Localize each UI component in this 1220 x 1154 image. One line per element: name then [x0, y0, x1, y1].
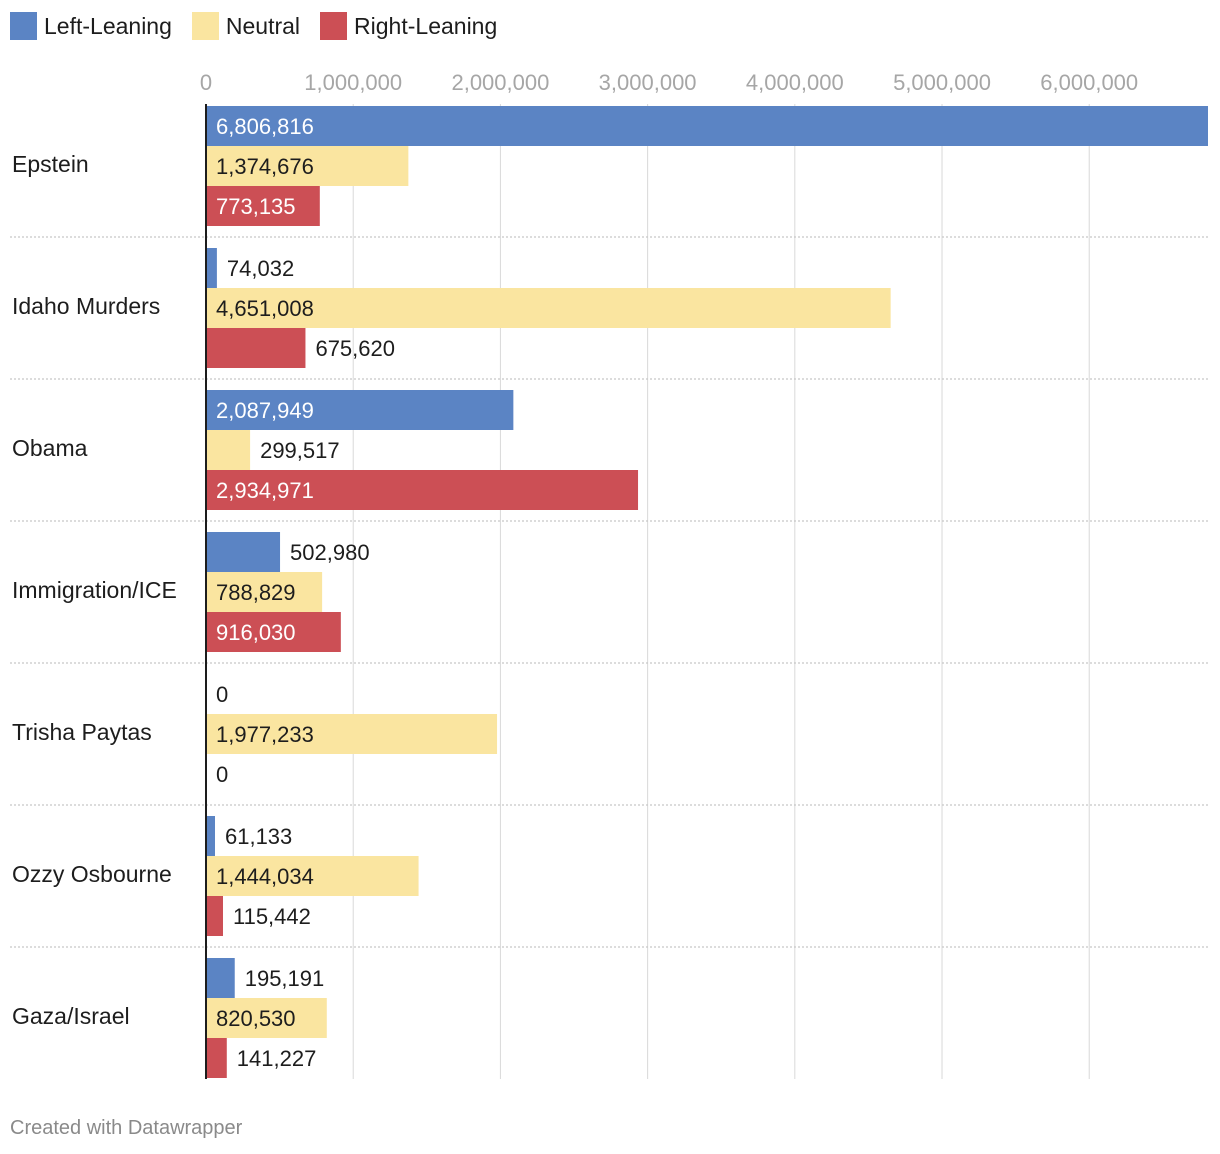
x-tick-label: 2,000,000: [451, 70, 549, 95]
legend-swatch-right-leaning: [320, 12, 348, 40]
bar: [206, 390, 514, 430]
category-label: Ozzy Osbourne: [12, 861, 172, 887]
data-label: 115,442: [233, 904, 311, 929]
data-label: 61,133: [225, 824, 292, 849]
data-label: 0: [216, 682, 228, 707]
bar: [206, 998, 327, 1038]
bar: [206, 612, 341, 652]
data-label: 141,227: [237, 1046, 317, 1071]
bar: [206, 288, 891, 328]
data-label: 502,980: [290, 540, 370, 565]
x-tick-label: 4,000,000: [746, 70, 844, 95]
legend-swatch-neutral: [191, 12, 219, 40]
category-label: Immigration/ICE: [12, 577, 177, 603]
bar-chart: 0 1,000,000 2,000,000 3,000,000 4,000,000 5,0…: [10, 70, 1208, 1079]
data-label: 788,829: [216, 580, 296, 605]
x-tick-label: 0: [200, 70, 212, 95]
data-label: 74,032: [227, 256, 294, 281]
bar: [206, 146, 409, 186]
legend-swatch-left-leaning: [10, 12, 37, 40]
bar: [206, 958, 235, 998]
bar: [206, 430, 251, 470]
legend-item-neutral: Neutral: [191, 12, 301, 40]
x-tick-label: 1,000,000: [304, 70, 402, 95]
bar: [206, 856, 419, 896]
data-label: 916,030: [216, 620, 296, 645]
data-label: 0: [216, 762, 228, 787]
footer-credit: Created with Datawrapper: [10, 1117, 243, 1139]
category-label: Idaho Murders: [12, 293, 160, 319]
data-label: 4,651,008: [216, 296, 314, 321]
x-tick-label: 6,000,000: [1040, 70, 1138, 95]
x-tick-label: 3,000,000: [599, 70, 697, 95]
bar: [206, 714, 498, 754]
data-label: 820,530: [216, 1006, 296, 1031]
chart-legend: Left-Leaning Neutral Right-Leaning: [10, 12, 517, 40]
data-label: 773,135: [216, 194, 296, 219]
bar: [206, 572, 323, 612]
legend-label-left-leaning: Left-Leaning: [44, 12, 172, 39]
data-label: 2,087,949: [216, 398, 314, 423]
category-label: Trisha Paytas: [12, 719, 152, 745]
data-label: 1,374,676: [216, 154, 314, 179]
bar: [206, 186, 320, 226]
data-label: 195,191: [245, 966, 325, 991]
x-tick-label: 5,000,000: [893, 70, 991, 95]
bar: [206, 328, 306, 368]
data-label: 299,517: [260, 438, 340, 463]
bar: [206, 248, 217, 288]
data-label: 1,444,034: [216, 864, 314, 889]
legend-item-right-leaning: Right-Leaning: [320, 12, 497, 40]
category-label: Gaza/Israel: [12, 1003, 130, 1029]
legend-label-right-leaning: Right-Leaning: [354, 12, 498, 39]
bar: [206, 816, 215, 856]
bar: [206, 532, 281, 572]
category-label: Obama: [12, 435, 88, 461]
data-label: 6,806,816: [216, 114, 314, 139]
bar: [206, 1038, 227, 1078]
bar: [206, 106, 1208, 146]
data-label: 1,977,233: [216, 722, 314, 747]
legend-label-neutral: Neutral: [225, 12, 301, 39]
bar: [206, 470, 639, 510]
data-label: 2,934,971: [216, 478, 314, 503]
legend-item-left-leaning: Left-Leaning: [10, 12, 172, 40]
bar: [206, 896, 223, 936]
category-label: Epstein: [12, 151, 89, 177]
data-label: 675,620: [315, 336, 395, 361]
